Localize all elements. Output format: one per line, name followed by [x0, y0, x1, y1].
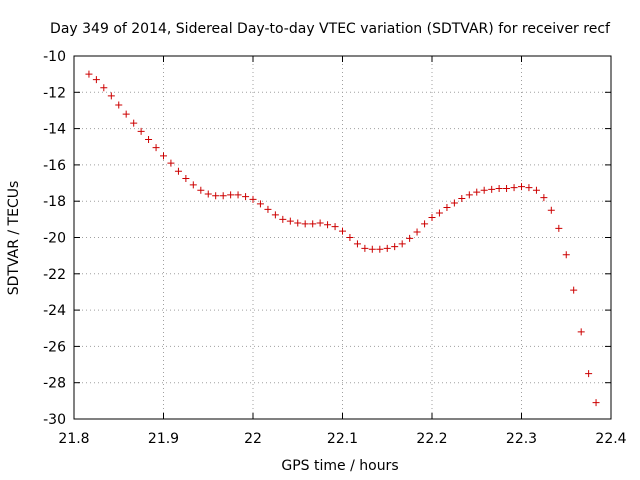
data-point: [495, 184, 503, 192]
data-point: [465, 191, 473, 199]
data-point: [249, 195, 257, 203]
x-tick-label: 22.3: [506, 431, 537, 447]
data-point: [383, 244, 391, 252]
data-point: [473, 188, 481, 196]
y-tick-label: -30: [43, 412, 66, 428]
data-point: [428, 214, 436, 222]
data-point: [227, 191, 235, 199]
y-tick-label: -18: [43, 194, 66, 210]
data-point: [555, 224, 563, 232]
x-axis-label: GPS time / hours: [281, 458, 398, 474]
data-point: [525, 184, 533, 192]
data-point: [532, 186, 540, 194]
data-point: [130, 119, 138, 127]
y-tick-label: -24: [43, 303, 66, 319]
data-point: [480, 186, 488, 194]
data-point: [368, 245, 376, 253]
data-point: [353, 240, 361, 248]
data-point: [488, 185, 496, 193]
x-tick-label: 21.8: [58, 431, 89, 447]
data-point: [189, 181, 197, 189]
data-point: [286, 217, 294, 225]
data-point: [294, 219, 302, 227]
data-point: [421, 220, 429, 228]
data-point: [585, 370, 593, 378]
data-point: [212, 192, 220, 200]
y-tick-label: -14: [43, 122, 66, 138]
data-point: [182, 175, 190, 183]
data-point: [391, 243, 399, 251]
data-point: [398, 240, 406, 248]
data-point: [570, 286, 578, 294]
y-tick-label: -10: [43, 49, 66, 65]
data-point: [301, 220, 309, 228]
data-point: [309, 220, 317, 228]
data-point: [271, 211, 279, 219]
data-point: [547, 206, 555, 214]
x-tick-label: 22.4: [595, 431, 626, 447]
y-tick-label: -22: [43, 267, 66, 283]
data-point: [503, 184, 511, 192]
data-point: [339, 227, 346, 235]
data-point: [324, 221, 332, 229]
tick-label-layer: 21.8 21.9 22 22.1 22.2 22.3 22.4 -30 -28 -26 -24 -2…: [43, 49, 627, 447]
data-point: [413, 228, 421, 236]
data-point: [279, 215, 287, 223]
data-point: [204, 190, 212, 198]
data-point: [85, 70, 93, 78]
data-point: [122, 110, 130, 118]
y-tick-label: -20: [43, 231, 66, 247]
data-point: [219, 192, 227, 200]
data-point: [234, 191, 242, 199]
data-point: [167, 159, 175, 167]
data-point: [242, 193, 250, 201]
data-point: [100, 84, 108, 92]
data-point: [331, 223, 339, 231]
data-point: [92, 76, 100, 84]
x-tick-label: 22.2: [416, 431, 447, 447]
data-point: [197, 186, 205, 194]
data-point: [406, 234, 414, 242]
tick-layer: [73, 55, 612, 420]
data-point: [152, 144, 160, 152]
data-point: [137, 127, 145, 135]
y-axis-label: SDTVAR / TECUs: [6, 181, 22, 296]
data-point: [361, 244, 369, 252]
data-series: [85, 70, 600, 407]
data-point: [376, 245, 384, 253]
x-tick-label: 22: [244, 431, 262, 447]
data-point: [256, 200, 264, 208]
data-point: [316, 219, 324, 227]
data-point: [264, 205, 272, 213]
data-point: [160, 152, 167, 160]
data-point: [577, 328, 585, 336]
data-point: [540, 194, 548, 202]
data-point: [174, 167, 182, 175]
y-tick-label: -26: [43, 339, 66, 355]
data-point: [518, 183, 525, 191]
data-point: [562, 251, 570, 259]
data-point: [145, 135, 153, 143]
y-tick-label: -28: [43, 376, 66, 392]
y-tick-label: -16: [43, 158, 66, 174]
data-point: [115, 101, 123, 109]
y-tick-label: -12: [43, 85, 66, 101]
data-point: [443, 204, 451, 212]
data-point: [107, 92, 115, 100]
data-point: [346, 234, 354, 241]
x-tick-label: 22.1: [327, 431, 358, 447]
chart-title: Day 349 of 2014, Sidereal Day-to-day VTE…: [50, 21, 611, 37]
data-point: [510, 184, 518, 192]
data-point: [458, 194, 466, 202]
x-tick-label: 21.9: [148, 431, 179, 447]
data-point: [450, 199, 458, 207]
data-point: [592, 399, 600, 407]
data-point: [435, 209, 443, 217]
grid-layer: [74, 56, 611, 419]
